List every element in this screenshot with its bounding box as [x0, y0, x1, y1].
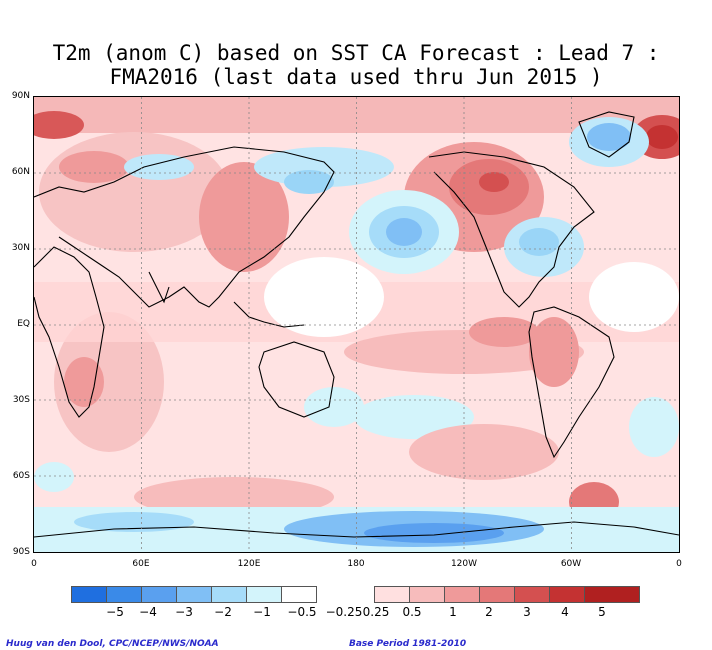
anomaly-field: [34, 97, 679, 552]
lat-label-90n: 90N: [11, 91, 30, 101]
colorbar-swatch: [281, 586, 317, 603]
lat-label-60s: 60S: [12, 471, 30, 481]
lon-label-0-west: 0: [31, 559, 37, 569]
credit-base-period: Base Period 1981-2010: [349, 639, 467, 649]
colorbar-swatch: [514, 586, 550, 603]
colorbar-swatch: [479, 586, 515, 603]
map-title-line-2: FMA2016 (last data used thru Jun 2015 ): [109, 65, 603, 89]
colorbar-label: −2: [214, 605, 232, 619]
colorbar-swatch: [374, 586, 410, 603]
lat-label-30s: 30S: [12, 395, 30, 405]
colorbar-swatch: [584, 586, 640, 603]
colorbar-label: 0.25: [362, 605, 390, 619]
colorbar-label: −0.5: [287, 605, 317, 619]
lon-label-60w: 60W: [560, 559, 582, 569]
lon-label-120w: 120W: [450, 559, 478, 569]
colorbar-swatch: [409, 586, 445, 603]
lat-label-90s: 90S: [12, 547, 30, 557]
credit-author: Huug van den Dool, CPC/NCEP/NWS/NOAA: [6, 639, 219, 649]
colorbar-label: 0.5: [402, 605, 422, 619]
colorbar-label: 3: [523, 605, 531, 619]
colorbar-swatch: [246, 586, 282, 603]
colorbar-label: 2: [485, 605, 493, 619]
colorbar-label: 1: [449, 605, 457, 619]
colorbar-label: −4: [139, 605, 157, 619]
colorbar-swatch: [549, 586, 585, 603]
lon-label-120e: 120E: [237, 559, 261, 569]
anomaly-map: [33, 96, 680, 553]
colorbar-label: −5: [106, 605, 124, 619]
lon-label-0-east: 0: [676, 559, 682, 569]
colorbar-label: −1: [253, 605, 271, 619]
lat-label-eq: EQ: [17, 319, 30, 329]
lat-label-30n: 30N: [11, 243, 30, 253]
map-title-line-1: T2m (anom C) based on SST CA Forecast : …: [52, 41, 660, 65]
colorbar-swatch: [106, 586, 142, 603]
colorbar-swatch: [211, 586, 247, 603]
colorbar-swatch: [71, 586, 107, 603]
colorbar-label: −0.25: [325, 605, 363, 619]
colorbar-swatch: [141, 586, 177, 603]
lon-label-60e: 60E: [132, 559, 150, 569]
colorbar-label: 5: [598, 605, 606, 619]
colorbar-label: −3: [175, 605, 193, 619]
colorbar-label: 4: [561, 605, 569, 619]
colorbar-swatch: [176, 586, 212, 603]
colorbar-swatch: [444, 586, 480, 603]
lon-label-180: 180: [347, 559, 365, 569]
lat-label-60n: 60N: [11, 167, 30, 177]
